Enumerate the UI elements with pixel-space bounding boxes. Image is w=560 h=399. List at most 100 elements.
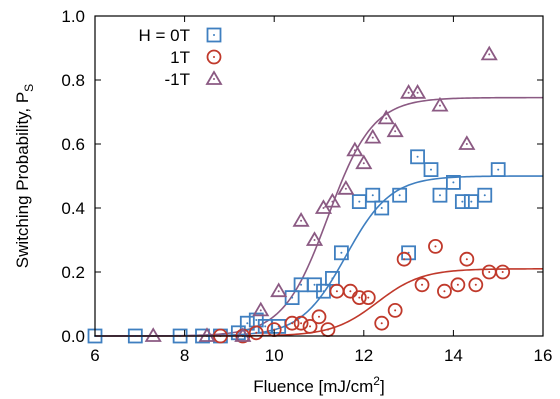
- data-point-s2-17-dot: [438, 104, 441, 107]
- data-point-s1-16: [414, 277, 430, 293]
- data-point-s1-6-shape: [302, 318, 318, 334]
- x-tick-label-3: 12: [354, 346, 373, 365]
- data-point-s1-21: [468, 277, 484, 293]
- y-tick-label-0: 0.0: [61, 327, 85, 346]
- legend-label-1t: 1T: [170, 48, 190, 67]
- data-point-s2-18: [458, 135, 476, 150]
- x-tick-label-2: 10: [265, 346, 284, 365]
- data-point-s2-14-shape: [386, 122, 404, 138]
- data-point-s0-25-shape: [454, 194, 470, 210]
- data-point-s2-17: [431, 96, 449, 112]
- data-point-s2-16-dot: [416, 91, 419, 94]
- data-point-s0-19: [392, 187, 408, 203]
- data-point-s0-21-shape: [410, 149, 425, 165]
- data-point-s1-9: [329, 283, 345, 299]
- x-tick-label-1: 8: [180, 346, 189, 365]
- data-point-s1-16-dot: [421, 283, 424, 286]
- data-point-s1-17: [428, 238, 443, 254]
- data-point-s0-7-dot: [255, 319, 258, 321]
- data-point-s0-16-dot: [358, 200, 361, 203]
- y-tick-label-2: 0.4: [61, 199, 85, 218]
- fit-curves: [95, 96, 544, 337]
- data-point-s1-7-dot: [318, 315, 320, 318]
- data-point-s0-10: [284, 290, 300, 306]
- data-point-s2-3-dot: [259, 309, 262, 312]
- data-point-s2-12-dot: [371, 136, 374, 139]
- data-point-s2-3-shape: [252, 301, 270, 317]
- data-point-s1-10-dot: [349, 290, 352, 293]
- data-point-s2-12-shape: [364, 128, 382, 144]
- data-point-s2-19-shape: [480, 45, 498, 61]
- data-point-s1-10: [342, 283, 358, 299]
- data-point-s0-9-shape: [271, 318, 287, 334]
- x-axis-title: Fluence [mJ/cm2]: [253, 374, 384, 396]
- legend-marker-1: [206, 49, 222, 65]
- data-point-s0-25: [454, 194, 470, 210]
- data-point-s1-20: [459, 251, 475, 267]
- data-point-s2-11-dot: [362, 162, 365, 165]
- data-point-s1-15-dot: [403, 258, 406, 261]
- data-point-s0-24: [445, 174, 461, 190]
- data-point-s2-8-dot: [331, 200, 334, 203]
- data-point-s0-15: [333, 245, 349, 261]
- data-point-s2-15: [400, 84, 418, 99]
- data-point-s1-12-shape: [360, 290, 376, 306]
- data-point-s0-21: [410, 149, 425, 165]
- data-point-s0-11-dot: [300, 283, 303, 286]
- data-point-s2-16-shape: [408, 84, 427, 99]
- data-point-s1-21-dot: [474, 283, 477, 286]
- data-point-s2-3: [252, 301, 270, 317]
- data-point-s1-5-dot: [300, 322, 303, 325]
- data-point-s0-28-dot: [497, 168, 500, 171]
- data-point-s1-9-dot: [335, 290, 338, 293]
- x-tick-label-4: 14: [444, 346, 463, 365]
- data-point-s2-5-shape: [292, 212, 310, 227]
- data-point-s1-13-dot: [380, 322, 383, 325]
- data-point-s0-12-dot: [313, 283, 316, 286]
- data-point-s0-16: [351, 194, 367, 210]
- legend-label-h0t: H = 0T: [139, 26, 191, 45]
- data-point-s0-18: [374, 200, 390, 216]
- data-point-s2-13-shape: [377, 109, 395, 125]
- data-point-s2-4-shape: [270, 282, 288, 298]
- fit-curve-2: [95, 96, 543, 337]
- data-point-s0-24-shape: [445, 174, 461, 190]
- data-point-s0-27-dot: [483, 194, 486, 197]
- data-point-s2-13-dot: [385, 117, 388, 120]
- data-point-s1-2: [248, 325, 264, 341]
- data-point-s1-5: [293, 315, 309, 331]
- plot-frame: [94, 15, 544, 337]
- legend: H = 0T 1T -1T: [139, 26, 223, 89]
- data-point-s0-6: [239, 315, 255, 331]
- data-point-s2-17-shape: [431, 96, 449, 112]
- data-point-s0-19-shape: [392, 187, 408, 203]
- data-point-s2-11-shape: [355, 154, 373, 170]
- data-point-s1-2-dot: [255, 331, 258, 334]
- data-point-s1-19: [450, 277, 466, 293]
- legend-marker-2: [205, 70, 223, 85]
- data-point-s2-6-shape: [305, 231, 324, 246]
- data-point-s2-18-dot: [465, 143, 468, 145]
- data-point-s1-22-dot: [488, 271, 491, 273]
- data-point-s2-4-dot: [277, 290, 280, 293]
- data-point-s2-1-shape: [198, 327, 216, 342]
- legend-marker-0: [206, 27, 222, 43]
- data-point-s2-5: [292, 212, 310, 227]
- data-point-s0-10-dot: [291, 296, 294, 299]
- data-point-s2-14: [386, 122, 404, 138]
- data-point-s2-13: [377, 109, 395, 125]
- data-point-s2-9-shape: [337, 180, 355, 195]
- data-point-s1-6: [302, 318, 318, 334]
- data-point-s0-15-shape: [333, 245, 349, 261]
- legend-markers: [205, 27, 223, 85]
- data-point-s1-14-shape: [387, 302, 403, 318]
- data-point-s1-13-shape: [374, 315, 390, 331]
- data-point-s2-9-dot: [344, 187, 347, 190]
- legend-marker-1-shape: [206, 49, 222, 65]
- legend-marker-2-dot: [213, 78, 215, 80]
- x-tick-label-0: 6: [90, 346, 99, 365]
- data-point-s2-0: [144, 327, 162, 342]
- y-tick-label-1: 0.2: [61, 263, 85, 282]
- data-point-s2-15-shape: [400, 84, 418, 99]
- data-markers: [87, 45, 511, 344]
